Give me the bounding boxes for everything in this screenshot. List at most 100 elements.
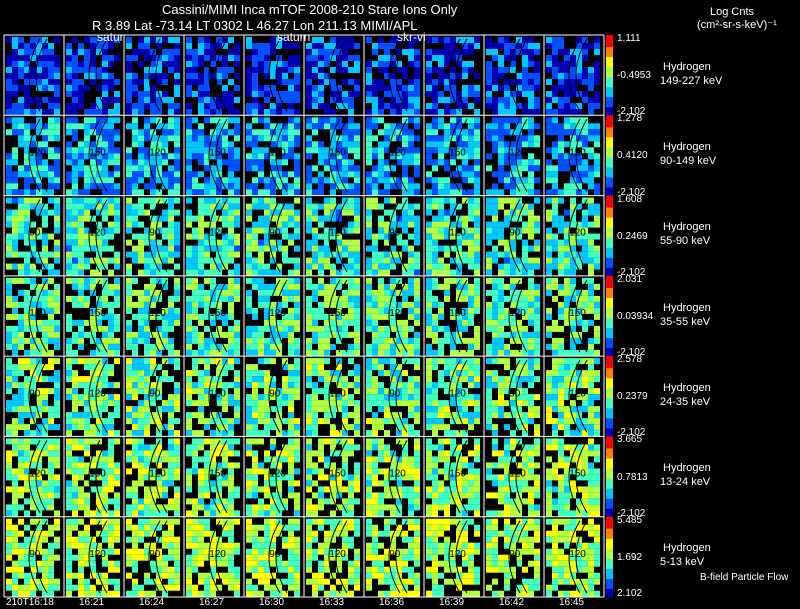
pixel [462, 233, 468, 240]
pixel [474, 129, 480, 136]
pixel [474, 209, 480, 216]
pixel [210, 177, 216, 184]
pixel [186, 388, 192, 395]
pixel [204, 221, 210, 228]
pixel [216, 239, 222, 246]
pixel [426, 269, 432, 276]
pixel [396, 203, 402, 210]
pixel [204, 177, 210, 184]
pixel [582, 189, 588, 196]
pixel [252, 141, 258, 148]
pixel [198, 430, 204, 437]
pixel [150, 37, 156, 43]
pixel [222, 283, 228, 290]
pixel [570, 313, 576, 320]
pixel [24, 468, 30, 475]
pixel [294, 73, 300, 79]
pixel [468, 376, 474, 383]
pixel [564, 394, 570, 401]
pixel [588, 233, 594, 240]
pixel [252, 283, 258, 290]
pixel [168, 103, 174, 109]
pixel [474, 343, 480, 350]
pixel [174, 474, 180, 481]
pixel [570, 135, 576, 142]
pixel [558, 388, 564, 395]
pixel [576, 227, 582, 234]
pixel [312, 424, 318, 431]
pixel [396, 349, 402, 356]
pixel [348, 301, 354, 308]
pixel [24, 325, 30, 332]
pixel [468, 400, 474, 407]
pixel [498, 412, 504, 419]
pixel [24, 301, 30, 308]
pixel [252, 203, 258, 210]
pixel [594, 153, 600, 160]
pixel [588, 85, 594, 91]
pixel [516, 400, 522, 407]
pixel [570, 189, 576, 196]
pixel [276, 165, 282, 172]
pixel [510, 257, 516, 264]
pixel [276, 97, 282, 103]
pixel [354, 337, 360, 344]
pixel [246, 394, 252, 401]
pixel [318, 343, 324, 350]
contour-line [28, 279, 41, 353]
pixel [282, 388, 288, 395]
pixel [594, 307, 600, 314]
pixel [42, 319, 48, 326]
pixel [366, 159, 372, 166]
pixel [24, 319, 30, 326]
pixel [594, 406, 600, 413]
pixel [198, 283, 204, 290]
pixel [552, 257, 558, 264]
pixel [528, 376, 534, 383]
pixel [72, 177, 78, 184]
pixel [96, 424, 102, 431]
pixel [282, 283, 288, 290]
pixel [462, 171, 468, 178]
pixel [486, 91, 492, 97]
pixel [534, 430, 540, 437]
pixel [594, 67, 600, 73]
pixel [12, 400, 18, 407]
pixel [42, 245, 48, 252]
pixel [594, 424, 600, 431]
pixel [276, 103, 282, 109]
pixel [282, 91, 288, 97]
pixel [456, 165, 462, 172]
pixel [282, 109, 288, 115]
pixel [570, 91, 576, 97]
pixel [552, 349, 558, 356]
contour-line [328, 359, 341, 433]
pixel [24, 79, 30, 85]
contour-line [515, 359, 528, 433]
pixel [546, 79, 552, 85]
pixel [492, 103, 498, 109]
pixel [156, 325, 162, 332]
pixel [288, 103, 294, 109]
pixel [54, 153, 60, 160]
pixel [426, 141, 432, 148]
pixel [504, 209, 510, 216]
pixel [336, 215, 342, 222]
pixel [288, 295, 294, 302]
pixel [312, 239, 318, 246]
pixel [390, 319, 396, 326]
contour-line [275, 359, 288, 433]
pixel [192, 295, 198, 302]
pixel [90, 313, 96, 320]
pixel [318, 159, 324, 166]
pixel [408, 109, 414, 115]
pixel [312, 61, 318, 67]
pixel [438, 49, 444, 55]
units-label-line2: (cm²-sr-s-keV)⁻¹ [697, 19, 777, 31]
pixel [462, 97, 468, 103]
pixel [222, 159, 228, 166]
pixel [372, 177, 378, 184]
pixel [192, 227, 198, 234]
pixel [282, 289, 288, 296]
pixel [330, 263, 336, 270]
